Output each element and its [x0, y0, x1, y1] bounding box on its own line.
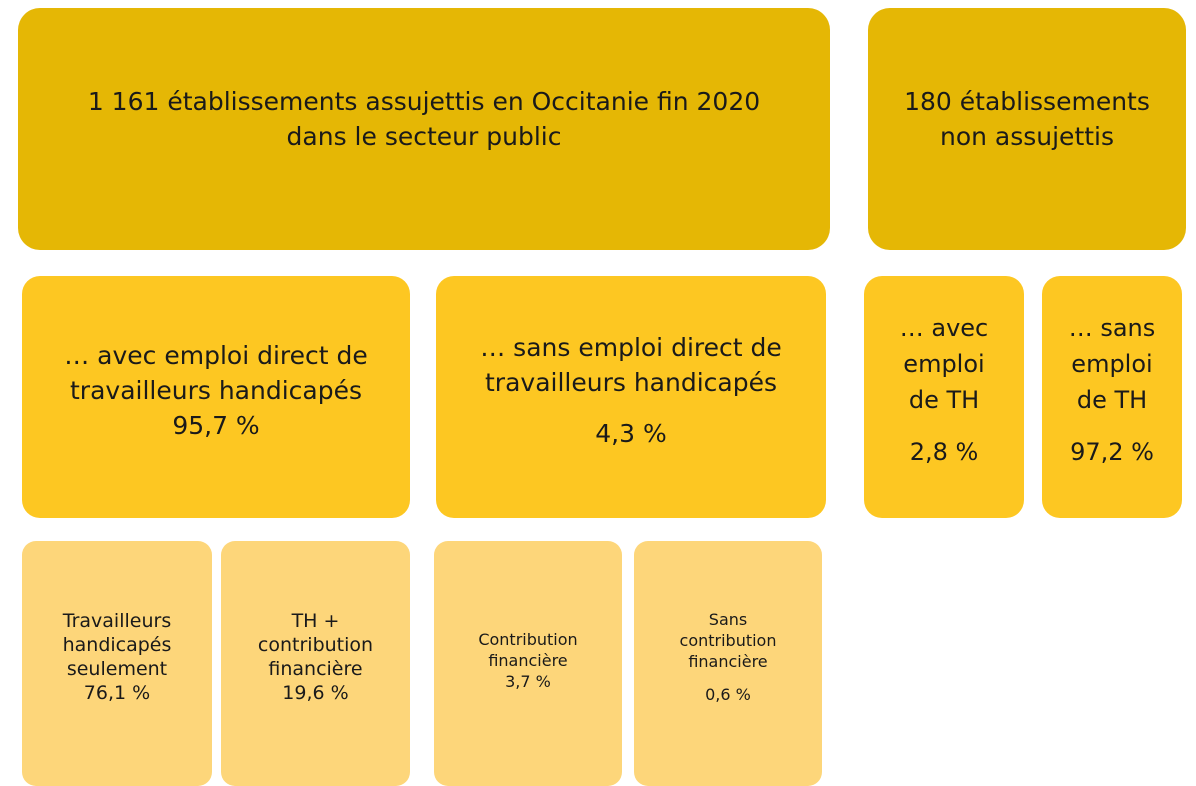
- box-value: 3,7 %: [505, 672, 551, 691]
- box-value: 4,3 %: [595, 418, 667, 448]
- box-value: 19,6 %: [282, 681, 349, 704]
- box-line: travailleurs handicapés: [485, 367, 777, 397]
- box-line: de TH: [908, 386, 980, 414]
- box-line: financière: [488, 651, 568, 670]
- box-value: 0,6 %: [705, 684, 751, 704]
- box-value: 76,1 %: [83, 681, 151, 704]
- box-line: de TH: [1076, 386, 1148, 414]
- box-line: … sans emploi direct de: [480, 332, 782, 362]
- box-line: financière: [268, 657, 363, 680]
- box-non-assujettis: 180 établissements non assujettis: [868, 8, 1186, 250]
- box-line: travailleurs handicapés: [70, 375, 362, 405]
- box-line: financière: [688, 651, 768, 671]
- box-line: Contribution: [478, 630, 578, 649]
- box-avec-th: … avec emploi de TH 2,8 %: [864, 276, 1024, 518]
- box-sans-th: … sans emploi de TH 97,2 %: [1042, 276, 1182, 518]
- box-value: 95,7 %: [172, 410, 260, 440]
- box-line: contribution: [257, 633, 374, 656]
- box-line: Sans: [708, 609, 748, 629]
- box-line: 1 161 établissements assujettis en Occit…: [87, 87, 761, 116]
- box-line: non assujettis: [939, 122, 1115, 151]
- box-line: dans le secteur public: [286, 122, 562, 151]
- box-line: … avec: [899, 314, 989, 342]
- box-value: 97,2 %: [1070, 438, 1154, 466]
- box-line: 180 établissements: [904, 87, 1150, 116]
- box-th-seulement: Travailleurs handicapés seulement 76,1 %: [22, 541, 212, 786]
- box-line: handicapés: [62, 633, 172, 656]
- box-line: Travailleurs: [62, 609, 172, 632]
- box-line: … sans: [1068, 314, 1156, 342]
- box-line: TH +: [291, 609, 340, 632]
- box-value: 2,8 %: [909, 438, 979, 466]
- box-sans-emploi: … sans emploi direct de travailleurs han…: [436, 276, 826, 518]
- box-contribution: Contribution financière 3,7 %: [434, 541, 622, 786]
- box-sans-contribution: Sans contribution financière 0,6 %: [634, 541, 822, 786]
- box-avec-emploi: … avec emploi direct de travailleurs han…: [22, 276, 410, 518]
- box-line: seulement: [66, 657, 168, 680]
- box-total: 1 161 établissements assujettis en Occit…: [18, 8, 830, 250]
- box-line: emploi: [1071, 350, 1153, 378]
- box-line: … avec emploi direct de: [64, 340, 368, 370]
- box-line: emploi: [903, 350, 985, 378]
- box-th-contribution: TH + contribution financière 19,6 %: [221, 541, 410, 786]
- box-line: contribution: [679, 630, 777, 650]
